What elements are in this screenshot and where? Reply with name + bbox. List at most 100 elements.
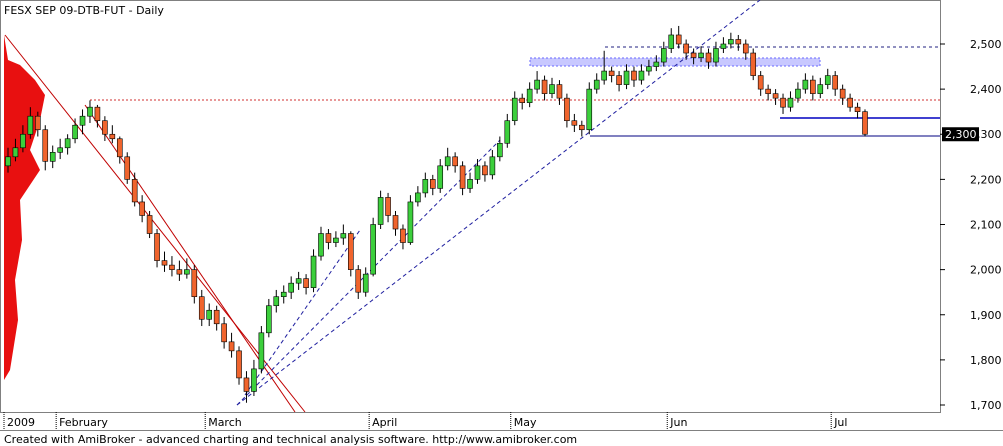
candle-body — [720, 43, 727, 49]
candle-body — [444, 156, 451, 167]
y-tick-label: 2,100 — [970, 219, 1002, 232]
candle-body — [429, 179, 436, 189]
candle-body — [146, 215, 153, 234]
x-tick-label: March — [208, 416, 242, 429]
candle-body — [713, 48, 719, 63]
candle-body — [184, 269, 190, 275]
candle-body — [832, 75, 838, 90]
candle-body — [258, 332, 265, 370]
candle-body — [400, 228, 406, 243]
candle-body — [608, 70, 615, 76]
candle-body — [377, 197, 384, 225]
candle-body — [266, 305, 272, 334]
candle-body — [228, 341, 235, 352]
candle-body — [653, 61, 660, 67]
candle-body — [474, 165, 481, 180]
candle-body — [57, 147, 63, 153]
candle-body — [139, 201, 145, 216]
candle-body — [519, 97, 526, 103]
candle-body — [452, 156, 458, 167]
candle-body — [601, 70, 607, 81]
candle-body — [392, 215, 399, 230]
candle-body — [459, 165, 466, 189]
candle-body — [12, 147, 19, 158]
candle-body — [42, 129, 49, 162]
candle-body — [318, 233, 324, 257]
candle-body — [422, 179, 429, 194]
candle-body — [616, 75, 622, 85]
candle-body — [20, 133, 26, 149]
candles — [5, 25, 868, 403]
candle-body — [27, 115, 34, 135]
candle-body — [355, 269, 362, 293]
candle-body — [646, 66, 652, 72]
candle-body — [824, 75, 831, 85]
candle-body — [273, 296, 280, 307]
candle-body — [288, 282, 294, 293]
chart-title: FESX SEP 09-DTB-FUT - Daily — [4, 4, 164, 17]
candle-body — [251, 368, 257, 392]
candle-body — [839, 88, 846, 99]
candle-body — [698, 52, 704, 58]
candle-body — [64, 138, 71, 149]
candle-body — [817, 84, 824, 94]
trend-line — [236, 139, 501, 406]
candle-body — [206, 309, 213, 320]
candle-body — [437, 165, 444, 189]
candle-body — [675, 34, 682, 45]
candle-body — [780, 97, 786, 108]
candle-body — [593, 79, 600, 90]
candle-body — [79, 115, 86, 126]
candle-body — [198, 296, 205, 320]
candle-body — [631, 70, 637, 81]
x-tick-label: April — [372, 416, 397, 429]
candle-body — [213, 309, 220, 325]
candle-body — [586, 88, 593, 131]
candle-body — [795, 88, 801, 99]
candle-body — [169, 264, 175, 270]
y-tick-label: 2,000 — [970, 264, 1002, 277]
candle-body — [347, 233, 354, 270]
footer: Created with AmiBroker - advanced charti… — [4, 433, 577, 446]
candle-body — [690, 52, 697, 58]
candle-body — [362, 273, 369, 293]
candle-body — [415, 192, 421, 203]
candle-body — [787, 97, 794, 108]
candle-body — [407, 201, 414, 243]
candle-body — [526, 88, 533, 103]
candle-body — [295, 278, 302, 284]
x-tick-label: February — [59, 416, 108, 429]
candle-body — [482, 165, 488, 176]
trend-line — [244, 229, 361, 396]
candle-body — [131, 179, 138, 203]
last-price-label: 2,300 — [945, 128, 977, 141]
candle-body — [5, 156, 11, 167]
candle-body — [847, 97, 853, 108]
trend-line — [4, 34, 306, 413]
x-tick-label: May — [514, 416, 537, 429]
candle-body — [236, 350, 242, 379]
candle-body — [221, 323, 227, 343]
candle-body — [705, 52, 712, 63]
candle-body — [765, 88, 771, 94]
candle-body — [623, 70, 630, 85]
candle-body — [735, 39, 742, 45]
last-price-box — [942, 127, 979, 142]
candle-body — [504, 120, 511, 144]
candle-body — [102, 120, 108, 135]
candle-body — [660, 48, 667, 63]
candle-body — [862, 111, 868, 135]
y-tick-label: 2,400 — [970, 83, 1002, 96]
candle-body — [303, 278, 309, 288]
candle-body — [280, 291, 287, 298]
candle-body — [191, 269, 198, 298]
x-tick-label: Jun — [669, 416, 687, 429]
candle-body — [564, 97, 570, 122]
trend-line — [236, 0, 761, 406]
candle-body — [310, 255, 317, 288]
candle-body — [176, 269, 183, 275]
candle-body — [757, 75, 764, 90]
candle-body — [579, 124, 585, 131]
